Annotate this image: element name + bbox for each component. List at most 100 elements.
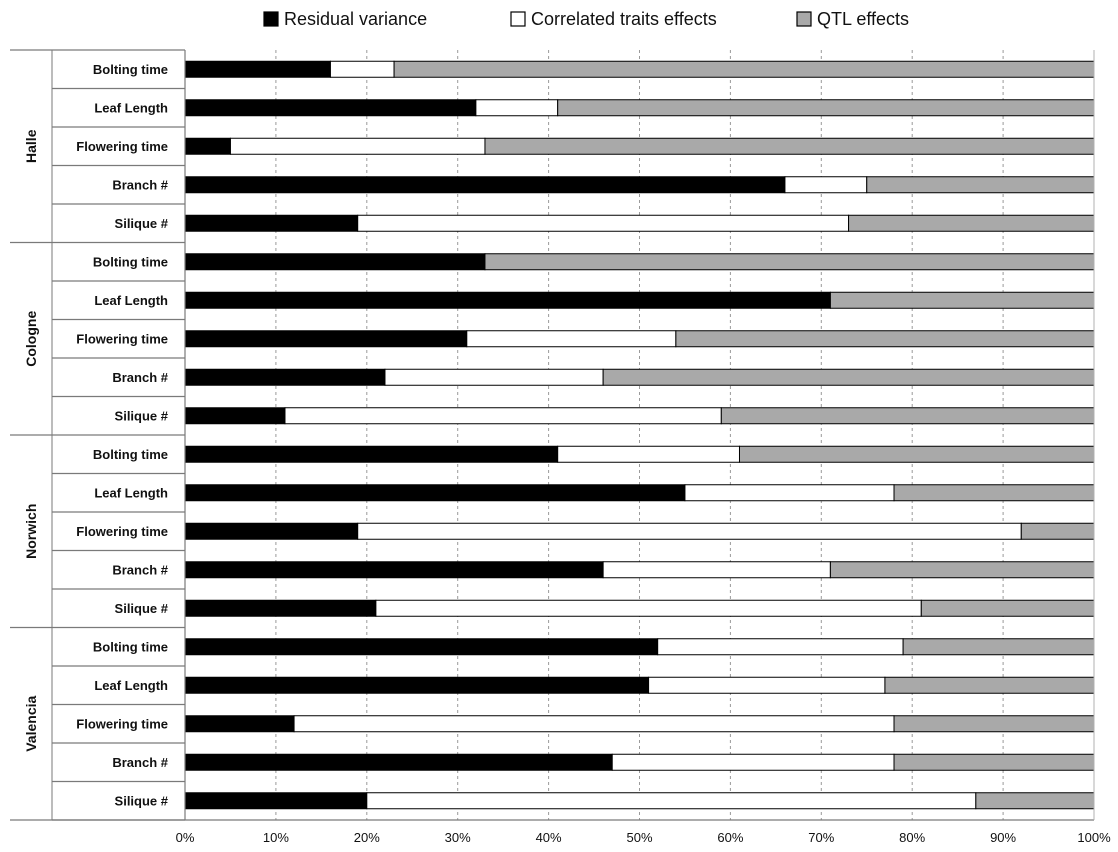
legend-swatch — [510, 11, 526, 27]
category-label: Leaf Length — [94, 293, 168, 308]
category-label: Branch # — [112, 177, 168, 192]
bar-segment — [829, 561, 1095, 579]
category-label: Silique # — [115, 216, 169, 231]
bar-segment — [902, 638, 1095, 656]
bar-segment — [475, 99, 559, 117]
bar-segment — [557, 99, 1095, 117]
bar-segment — [1020, 522, 1095, 540]
bar-segment — [611, 753, 895, 771]
bar-segment — [893, 753, 1095, 771]
bar-segment — [184, 99, 477, 117]
bar-segment — [866, 176, 1095, 194]
bar-segment — [675, 330, 1095, 348]
category-label: Silique # — [115, 601, 169, 616]
bar-segment — [184, 715, 295, 733]
bar-segment — [184, 445, 559, 463]
category-label: Branch # — [112, 562, 168, 577]
bar-segment — [484, 253, 1095, 271]
category-label: Silique # — [115, 408, 169, 423]
bar-segment — [184, 407, 286, 425]
category-label: Leaf Length — [94, 485, 168, 500]
x-tick-label: 100% — [1077, 830, 1111, 845]
category-label: Bolting time — [93, 639, 168, 654]
category-label: Silique # — [115, 793, 169, 808]
bar-segment — [884, 676, 1095, 694]
x-tick-label: 30% — [445, 830, 471, 845]
category-label: Leaf Length — [94, 678, 168, 693]
x-tick-label: 60% — [717, 830, 743, 845]
bar-segment — [848, 214, 1095, 232]
group-label: Norwich — [23, 504, 39, 559]
bar-segment — [684, 484, 895, 502]
x-tick-label: 0% — [176, 830, 195, 845]
legend-swatch — [263, 11, 279, 27]
bar-segment — [893, 484, 1095, 502]
x-tick-label: 10% — [263, 830, 289, 845]
bar-segment — [920, 599, 1095, 617]
category-label: Flowering time — [76, 331, 168, 346]
bar-segment — [784, 176, 868, 194]
bar-segment — [184, 60, 331, 78]
bar-segment — [184, 676, 650, 694]
x-tick-label: 20% — [354, 830, 380, 845]
legend-label: Residual variance — [284, 9, 427, 29]
category-label: Bolting time — [93, 62, 168, 77]
bar-segment — [184, 638, 659, 656]
bar-segment — [375, 599, 922, 617]
bar-segment — [602, 561, 831, 579]
axes-layer — [10, 49, 1095, 821]
bar-segment — [184, 291, 831, 309]
bar-segment — [184, 561, 604, 579]
bar-segment — [184, 214, 359, 232]
bar-segment — [466, 330, 677, 348]
category-label: Flowering time — [76, 716, 168, 731]
bar-segment — [184, 253, 486, 271]
bar-segment — [720, 407, 1095, 425]
category-label: Branch # — [112, 370, 168, 385]
bar-segment — [184, 137, 231, 155]
category-label: Branch # — [112, 755, 168, 770]
bar-segment — [184, 330, 468, 348]
bar-segment — [184, 753, 613, 771]
bar-segment — [293, 715, 895, 733]
bar-segment — [384, 368, 604, 386]
category-label: Bolting time — [93, 447, 168, 462]
bar-segment — [184, 368, 386, 386]
bar-segment — [393, 60, 1095, 78]
x-tick-label: 80% — [899, 830, 925, 845]
bar-segment — [893, 715, 1095, 733]
bar-segment — [738, 445, 1095, 463]
x-tick-label: 90% — [990, 830, 1016, 845]
x-tick-label: 70% — [808, 830, 834, 845]
category-label: Leaf Length — [94, 100, 168, 115]
bar-segment — [184, 599, 377, 617]
bar-segment — [557, 445, 740, 463]
legend-swatch — [796, 11, 812, 27]
bar-segment — [602, 368, 1095, 386]
x-tick-label: 40% — [536, 830, 562, 845]
group-label: Valencia — [23, 696, 39, 752]
bar-segment — [184, 176, 786, 194]
bar-segment — [184, 792, 368, 810]
bar-segment — [366, 792, 977, 810]
category-label: Flowering time — [76, 524, 168, 539]
bar-segment — [284, 407, 722, 425]
category-label: Bolting time — [93, 254, 168, 269]
bar-segment — [484, 137, 1095, 155]
legend: Residual variance Correlated traits effec… — [263, 9, 909, 29]
group-label: Cologne — [23, 311, 39, 367]
bar-segment — [184, 522, 359, 540]
bar-segment — [357, 214, 850, 232]
grid-lines — [275, 50, 1095, 820]
bar-segment — [657, 638, 904, 656]
group-label: Halle — [23, 129, 39, 163]
x-tick-label: 50% — [626, 830, 652, 845]
bar-segment — [829, 291, 1095, 309]
bar-segment — [329, 60, 395, 78]
bar-segment — [648, 676, 886, 694]
bar-segment — [975, 792, 1095, 810]
category-label: Flowering time — [76, 139, 168, 154]
labels-layer: Bolting time Leaf Length Flowering time Bra… — [23, 62, 1111, 845]
bars-layer — [184, 60, 1095, 810]
